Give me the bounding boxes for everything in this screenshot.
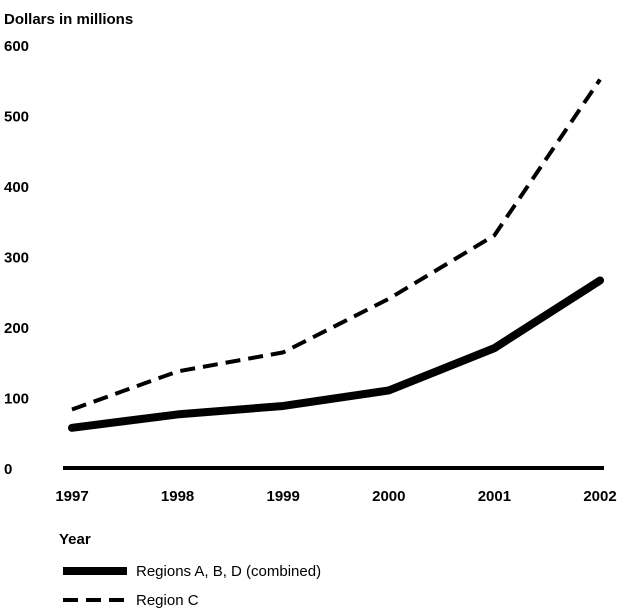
series-line-dashed [71,78,602,412]
series-line-solid [68,276,604,432]
y-tick-label: 300 [4,250,29,267]
legend: Regions A, B, D (combined) Region C [63,563,321,609]
x-tick-label: 1997 [55,488,88,505]
x-tick-label: 2000 [372,488,405,505]
x-tick-label: 2001 [478,488,511,505]
legend-label: Regions A, B, D (combined) [136,563,321,580]
y-tick-label: 600 [4,38,29,55]
y-tick-label: 0 [4,461,12,478]
y-tick-labels: 0 100 200 300 400 500 600 [4,38,29,478]
y-tick-label: 200 [4,320,29,337]
x-tick-label: 1999 [267,488,300,505]
legend-label: Region C [136,592,199,609]
y-tick-label: 100 [4,391,29,408]
y-tick-label: 500 [4,109,29,126]
x-tick-label: 1998 [161,488,194,505]
x-tick-labels: 1997 1998 1999 2000 2001 2002 [55,488,616,505]
y-tick-label: 400 [4,179,29,196]
x-tick-label: 2002 [583,488,616,505]
series-layer [68,78,604,432]
y-axis-label: Dollars in millions [4,11,133,28]
x-axis-label: Year [59,531,91,548]
